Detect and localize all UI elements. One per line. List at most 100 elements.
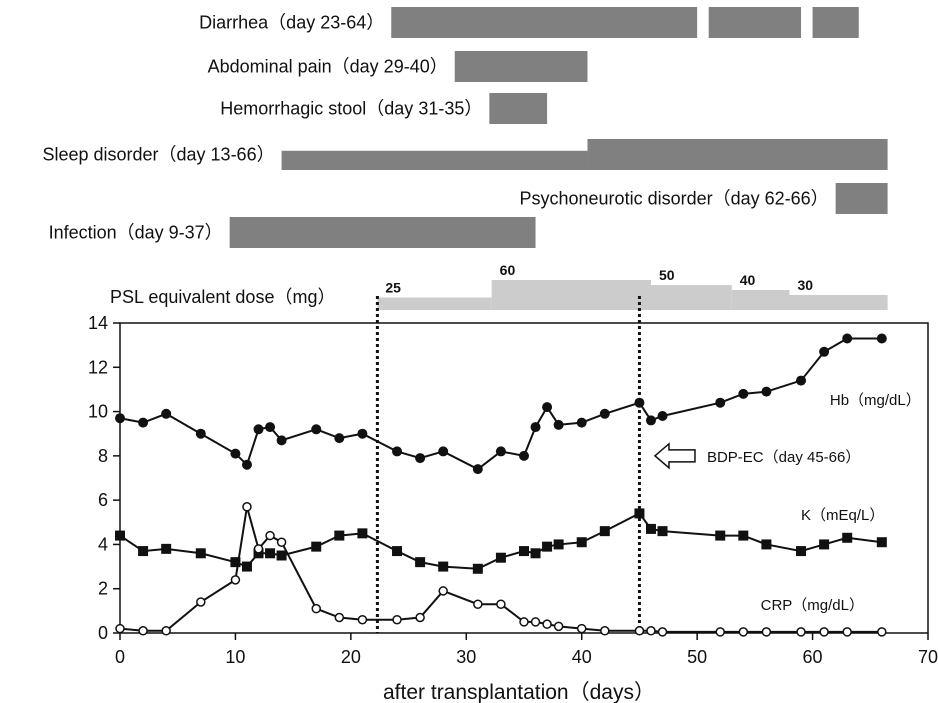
data-point [657,526,668,537]
data-point [645,415,656,426]
data-point [842,532,853,543]
data-point [195,428,206,439]
data-point [230,575,241,585]
data-point [553,539,564,550]
x-tick-label: 0 [115,647,125,667]
data-point [311,541,322,552]
data-point [715,530,726,541]
treatment-markers: BDP-EC（day 45-66） [375,296,860,633]
data-point [600,626,610,636]
data-point [530,422,541,433]
x-axis-title: after transplantation（days） [383,681,655,703]
y-tick-label: 8 [98,446,108,466]
data-point [876,333,887,344]
data-point [241,561,252,572]
data-point [265,530,275,541]
data-point [438,446,449,457]
symptom-label: Abdominal pain（day 29-40） [208,57,448,77]
data-point [657,411,668,421]
x-tick-label: 20 [341,647,361,667]
x-tick-label: 40 [572,647,592,667]
series-label: CRP（mg/dL） [761,597,864,614]
symptom-bar [587,139,888,170]
symptom-bar [281,150,588,170]
dose-step-label: 60 [500,262,516,278]
data-point [796,375,807,386]
y-tick-label: 12 [88,357,108,377]
symptom-label: Psychoneurotic disorder（day 62-66） [520,189,829,209]
data-point [819,539,830,550]
symptom-bar [454,51,588,82]
data-point [357,528,368,539]
data-point [542,541,553,552]
data-point [519,450,529,461]
data-point [415,557,426,568]
data-point [715,627,725,637]
data-point [542,619,552,629]
data-point [645,523,656,534]
data-point [392,446,403,457]
dose-step-bar [650,285,732,310]
data-point [161,408,172,419]
data-point [495,446,506,457]
data-point [738,388,749,399]
lab-series: Hb（mg/dL） K（mEq/L） CRP（mg/dL） [115,333,921,637]
data-point [334,530,345,541]
data-point [265,548,276,559]
data-point [761,539,772,550]
data-point [634,508,645,519]
dose-step-label: 40 [740,272,756,288]
data-point [738,530,749,541]
symptom-bar [812,7,859,38]
y-tick-label: 14 [88,313,108,333]
data-point [357,614,368,625]
y-tick-label: 0 [98,623,108,643]
y-tick-label: 10 [88,402,108,422]
data-point [876,537,887,548]
data-point [530,617,541,627]
series-label: K（mEq/L） [801,507,884,524]
symptom-label: Infection（day 9-37） [49,223,223,243]
data-point [738,627,749,637]
data-point [599,408,610,419]
data-point [115,623,125,634]
data-point [819,346,830,357]
symptom-timeline: Diarrhea（day 23-64） Abdominal pain（day 29… [42,7,888,248]
symptom-bar [391,7,698,38]
data-point [553,419,564,430]
x-tick-label: 30 [456,647,476,667]
data-point [276,435,287,446]
data-point [877,627,887,637]
bdp-ec-label: BDP-EC（day 45-66） [707,449,860,466]
data-point [230,557,241,568]
data-point [161,626,171,636]
data-point [161,543,172,554]
data-point [819,627,829,637]
data-point [842,627,852,637]
data-point [196,597,206,607]
y-tick-label: 6 [98,490,108,510]
dose-step-bar [377,297,492,310]
data-point [657,627,668,637]
y-tick-label: 4 [98,534,108,554]
data-point [496,599,506,609]
dose-step-label: 30 [797,277,813,293]
symptom-label: Sleep disorder（day 13-66） [42,145,274,165]
data-point [576,417,587,428]
psl-dose-timeline: PSL equivalent dose（mg） 25 60 50 40 30 [110,262,888,310]
data-point [542,402,553,413]
data-point [138,417,149,428]
data-point [392,546,403,557]
data-point [415,612,425,623]
data-point [519,617,529,627]
data-point [253,544,264,554]
data-point [634,397,645,408]
data-point [634,626,645,636]
symptom-label: Hemorrhagic stool（day 31-35） [220,99,482,119]
data-point [473,599,483,609]
data-point [357,428,368,439]
data-point [519,546,529,557]
data-point [796,627,806,637]
data-point [195,548,206,559]
